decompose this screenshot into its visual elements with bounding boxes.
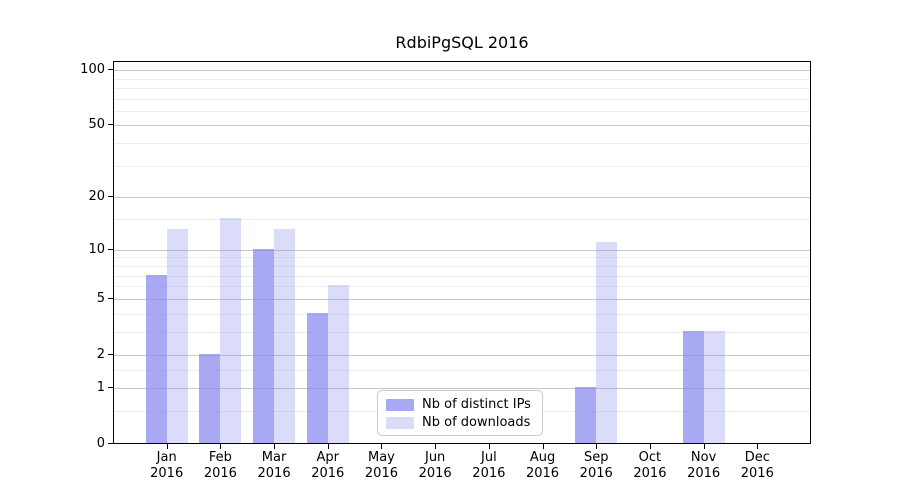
y-tick-mark — [108, 196, 113, 198]
x-tick-label: Sep 2016 — [579, 450, 613, 481]
x-tick-mark — [757, 444, 759, 449]
x-tick-label: Jul 2016 — [472, 450, 506, 481]
x-tick-label: Nov 2016 — [687, 450, 721, 481]
legend-item-downloads: Nb of downloads — [386, 414, 534, 432]
x-tick-mark — [596, 444, 598, 449]
gridline-minor — [114, 313, 810, 315]
legend: Nb of distinct IPs Nb of downloads — [377, 390, 543, 436]
bar-nb-of-distinct-ips-sep-2016 — [575, 386, 597, 443]
x-tick-mark — [435, 444, 437, 449]
y-tick-mark — [108, 248, 113, 250]
bar-nb-of-downloads-feb-2016 — [220, 218, 242, 443]
x-tick-label: Jan 2016 — [150, 450, 184, 481]
x-tick-label: Aug 2016 — [525, 450, 560, 481]
x-tick-mark — [220, 444, 222, 449]
y-tick-mark — [108, 353, 113, 355]
y-tick-label: 10 — [88, 241, 105, 257]
bar-nb-of-downloads-apr-2016 — [327, 285, 349, 443]
gridline-minor — [114, 87, 810, 89]
y-tick-mark — [108, 69, 113, 71]
gridline-major — [114, 298, 810, 300]
bar-nb-of-distinct-ips-jan-2016 — [145, 274, 167, 443]
x-tick-label: Feb 2016 — [203, 450, 237, 481]
y-tick-label: 0 — [96, 436, 105, 451]
bar-nb-of-downloads-nov-2016 — [703, 330, 725, 443]
x-tick-label: Oct 2016 — [633, 450, 667, 481]
gridline-major — [114, 354, 810, 356]
x-tick-label: Apr 2016 — [311, 450, 345, 481]
gridline-minor — [114, 275, 810, 277]
x-tick-label: Mar 2016 — [257, 450, 291, 481]
legend-swatch-downloads — [386, 417, 414, 429]
x-tick-mark — [327, 444, 329, 449]
gridline-minor — [114, 331, 810, 333]
gridline-minor — [114, 110, 810, 112]
gridline-major — [114, 70, 810, 72]
x-tick-mark — [542, 444, 544, 449]
y-tick-label: 20 — [88, 189, 105, 205]
bar-nb-of-distinct-ips-mar-2016 — [253, 248, 275, 443]
gridline-major — [114, 197, 810, 199]
legend-label-distinct-ips: Nb of distinct IPs — [422, 397, 531, 412]
x-tick-mark — [488, 444, 490, 449]
gridline-minor — [114, 219, 810, 221]
bar-nb-of-downloads-mar-2016 — [274, 229, 296, 443]
gridline-minor — [114, 143, 810, 145]
y-tick-label: 50 — [88, 117, 105, 133]
y-tick-mark — [108, 124, 113, 126]
gridline-minor — [114, 165, 810, 167]
x-tick-label: Jun 2016 — [418, 450, 452, 481]
x-tick-mark — [649, 444, 651, 449]
plot-area — [113, 61, 811, 444]
gridline-minor — [114, 257, 810, 259]
x-tick-mark — [166, 444, 168, 449]
gridline-minor — [114, 98, 810, 100]
y-tick-mark — [108, 297, 113, 299]
gridline-minor — [114, 78, 810, 80]
y-tick-label: 2 — [96, 346, 105, 362]
legend-item-distinct-ips: Nb of distinct IPs — [386, 396, 534, 414]
y-tick-label: 1 — [96, 379, 105, 395]
legend-swatch-distinct-ips — [386, 399, 414, 411]
gridline-minor — [114, 286, 810, 288]
y-tick-label: 5 — [96, 290, 105, 306]
legend-label-downloads: Nb of downloads — [422, 415, 531, 430]
x-tick-label: May 2016 — [364, 450, 398, 481]
x-tick-mark — [703, 444, 705, 449]
x-tick-label: Dec 2016 — [740, 450, 774, 481]
bar-nb-of-downloads-sep-2016 — [596, 241, 618, 443]
gridline-major — [114, 387, 810, 389]
y-tick-mark — [108, 386, 113, 388]
bar-nb-of-distinct-ips-nov-2016 — [682, 330, 704, 443]
gridline-minor — [114, 369, 810, 371]
y-tick-label: 100 — [80, 62, 105, 78]
x-tick-mark — [274, 444, 276, 449]
bar-nb-of-downloads-jan-2016 — [166, 229, 188, 443]
gridline-major — [114, 249, 810, 251]
x-tick-mark — [381, 444, 383, 449]
gridline-major — [114, 125, 810, 127]
y-tick-mark — [108, 443, 113, 444]
chart-title: RdbiPgSQL 2016 — [395, 33, 529, 52]
gridline-minor — [114, 265, 810, 267]
bar-nb-of-distinct-ips-feb-2016 — [199, 354, 221, 443]
bar-nb-of-distinct-ips-apr-2016 — [306, 312, 328, 443]
